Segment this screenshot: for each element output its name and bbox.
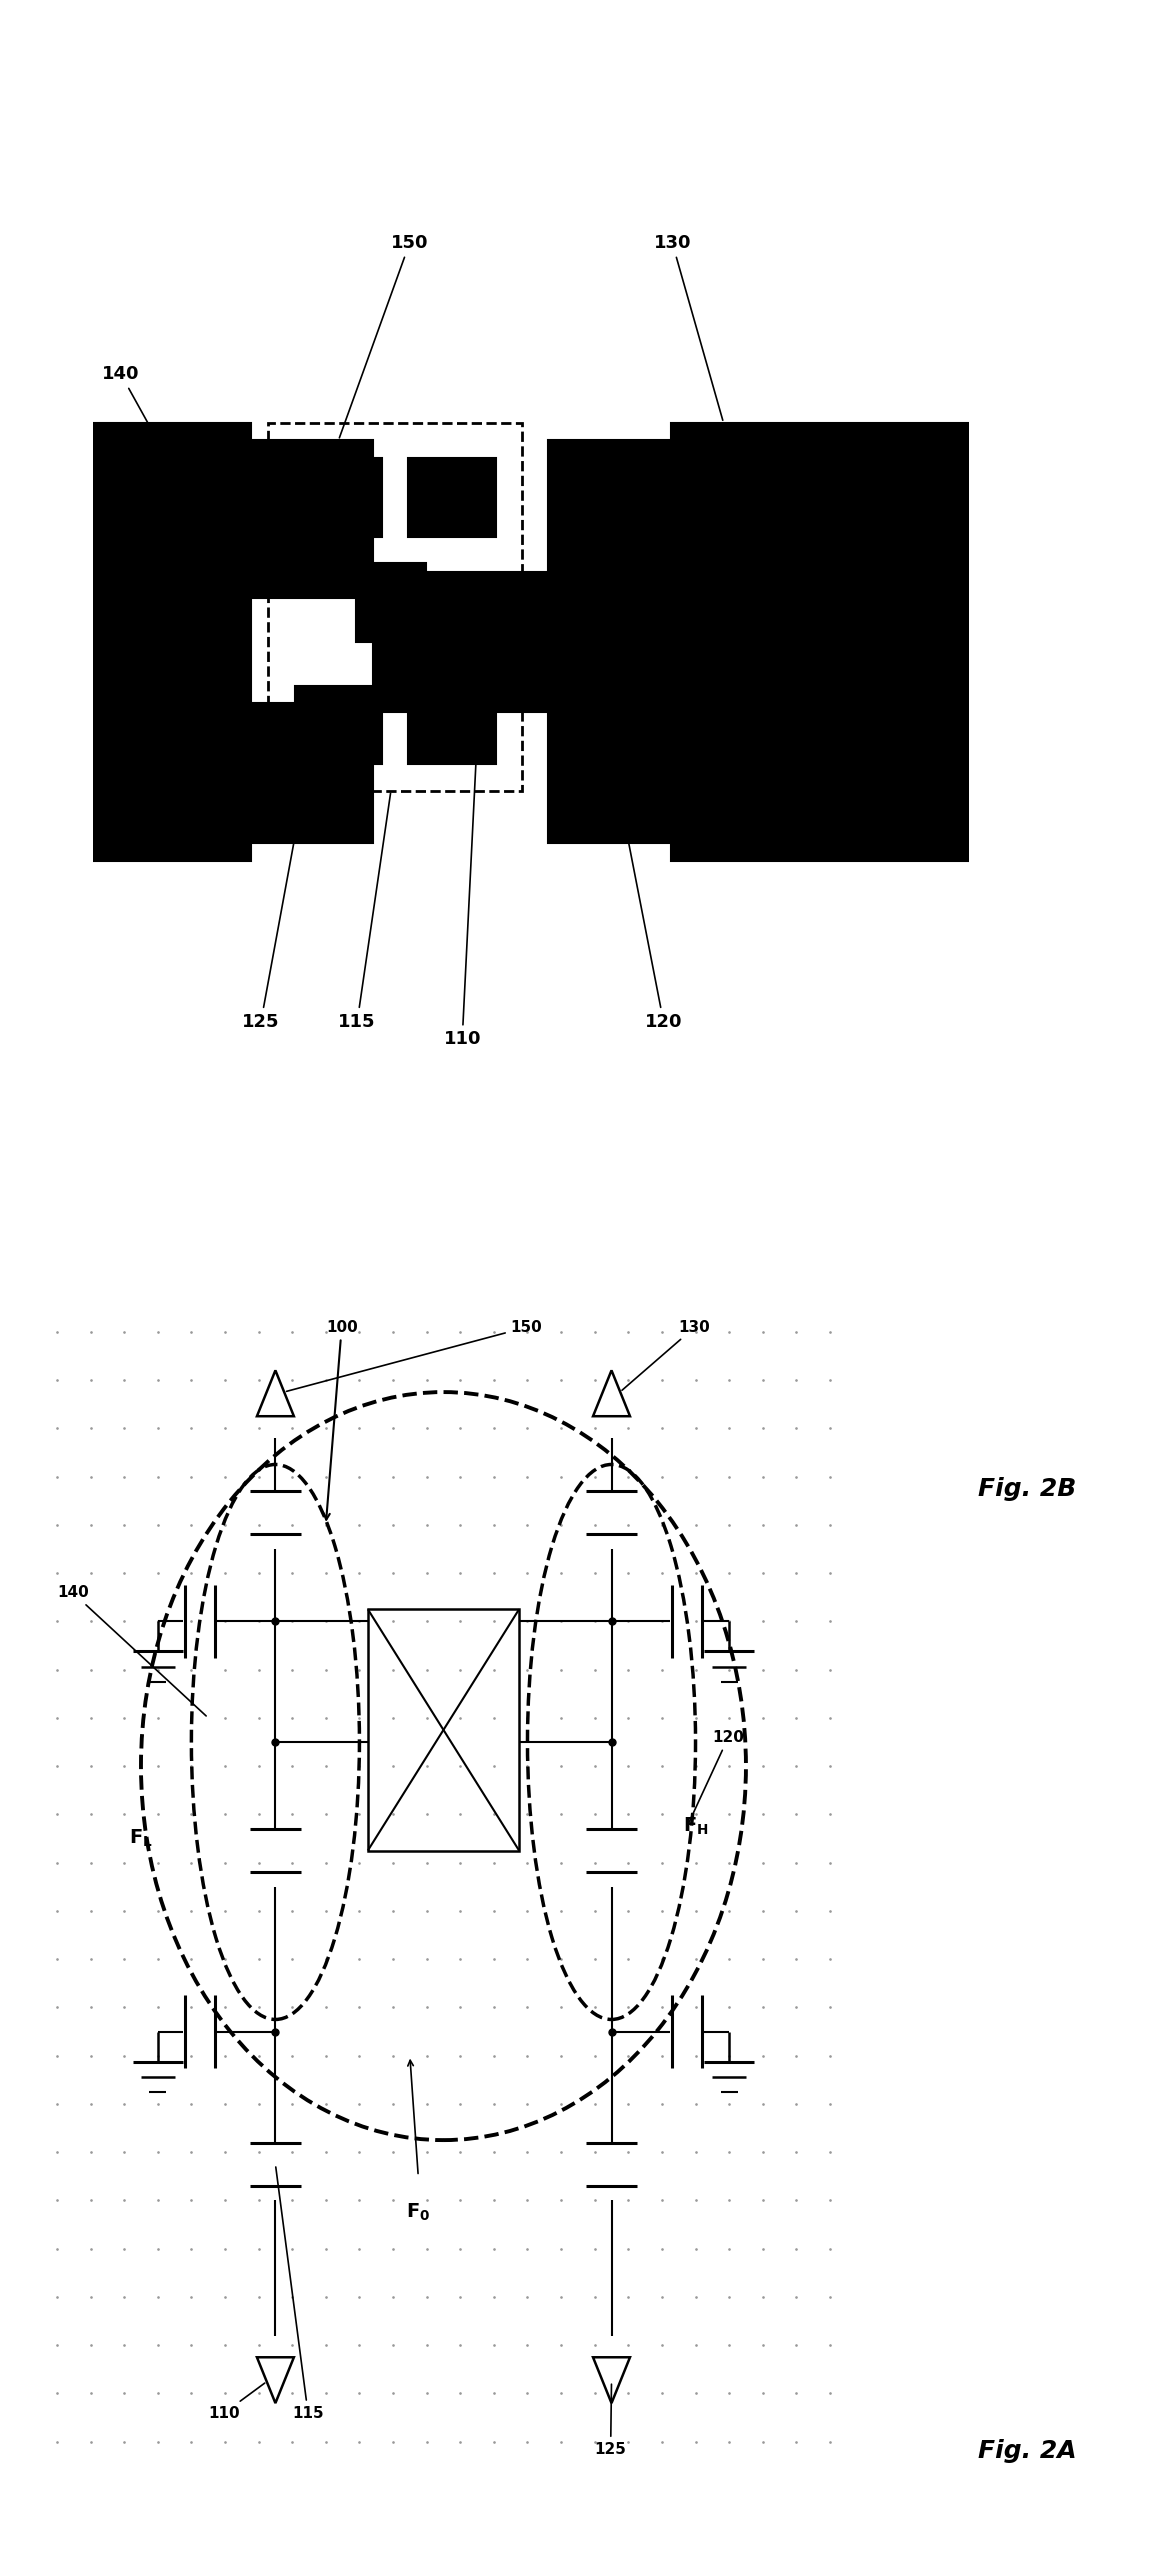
Text: 115: 115	[275, 2167, 323, 2421]
Bar	[251, 703, 373, 842]
Text: 150: 150	[287, 1319, 543, 1391]
Text: 110: 110	[208, 2382, 265, 2421]
Bar	[408, 685, 496, 765]
Bar	[408, 457, 496, 537]
Bar	[548, 703, 671, 842]
Text: 125: 125	[243, 793, 303, 1032]
Bar	[93, 424, 251, 860]
Text: Fig. 2B: Fig. 2B	[978, 1476, 1076, 1502]
Text: 130: 130	[654, 234, 722, 421]
Bar	[251, 442, 373, 598]
Text: 100: 100	[323, 1319, 357, 1520]
Text: $\mathbf{F_L}$: $\mathbf{F_L}$	[130, 1828, 153, 1848]
Text: 120: 120	[689, 1730, 745, 1825]
Text: 125: 125	[595, 2385, 627, 2457]
Text: 110: 110	[443, 714, 481, 1047]
Text: 115: 115	[338, 793, 391, 1032]
Bar	[373, 572, 689, 711]
Bar	[294, 457, 382, 537]
Text: 150: 150	[340, 234, 428, 439]
Bar	[368, 1610, 519, 1851]
Text: $\mathbf{F_H}$: $\mathbf{F_H}$	[683, 1815, 708, 1838]
Bar	[671, 424, 969, 860]
Text: 140: 140	[57, 1586, 207, 1715]
Text: Fig. 2A: Fig. 2A	[978, 2439, 1076, 2464]
Text: $\mathbf{F_0}$: $\mathbf{F_0}$	[406, 2202, 431, 2223]
Bar	[548, 442, 671, 598]
Bar	[294, 685, 382, 765]
Text: 120: 120	[619, 793, 683, 1032]
Bar	[356, 562, 426, 642]
Text: 130: 130	[622, 1319, 711, 1391]
Text: 140: 140	[103, 365, 170, 465]
Bar	[268, 424, 523, 791]
